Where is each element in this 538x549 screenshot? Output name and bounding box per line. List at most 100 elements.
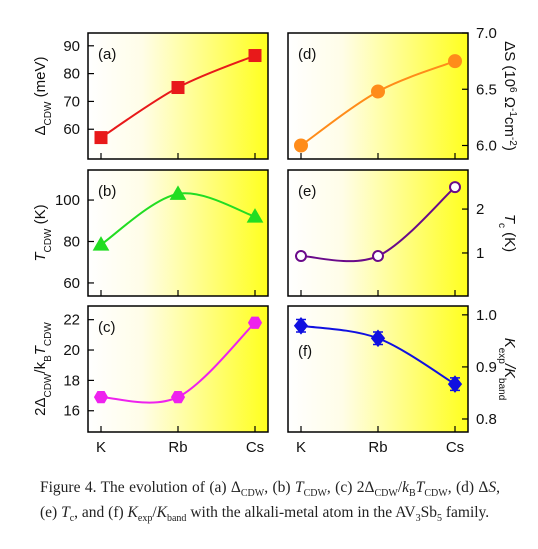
y-tick-label: 60 — [63, 275, 80, 292]
caption-run: , (d) Δ — [447, 479, 489, 496]
panel-background — [88, 306, 268, 432]
data-point — [169, 185, 187, 200]
panel-frame — [287, 305, 469, 433]
y-tick-label: 0.8 — [476, 411, 497, 428]
data-point — [246, 208, 264, 223]
label-run: B — [43, 355, 54, 362]
y-tick-label: 16 — [63, 403, 80, 420]
label-run: T — [32, 251, 49, 262]
panel-frame — [87, 32, 269, 160]
y-tick-label: 60 — [63, 121, 80, 138]
label-run: c — [497, 223, 508, 228]
label-run: (K) — [501, 228, 518, 252]
data-point — [247, 316, 263, 329]
x-tick-label: Cs — [446, 439, 464, 456]
y-tick-label: 70 — [63, 93, 80, 110]
data-point — [448, 54, 462, 69]
label-run: -2 — [508, 137, 519, 146]
caption-run: CDW — [303, 488, 327, 500]
panel-background — [288, 170, 468, 296]
y-tick-label: 20 — [63, 342, 80, 359]
caption-run: 3 — [415, 513, 421, 525]
caption-run: , and (f) — [74, 504, 128, 522]
caption-run: The evolution of (a) Δ — [96, 479, 241, 496]
caption-run: K — [156, 504, 167, 522]
caption-run: family. — [441, 504, 490, 522]
caption-run: T — [61, 504, 70, 522]
caption-run: T — [415, 479, 425, 496]
caption-run: CDW — [374, 488, 398, 500]
x-tick-label: Rb — [368, 439, 387, 456]
panel-label: (e) — [298, 183, 316, 200]
label-run: Ω — [501, 93, 518, 108]
x-tick-label: Cs — [246, 439, 264, 456]
caption-run: / — [397, 479, 403, 496]
caption-run: S — [488, 479, 497, 496]
panel-label: (c) — [98, 319, 116, 336]
y-axis-label: 2ΔCDW/kBTCDW — [32, 322, 54, 416]
data-point — [447, 375, 463, 393]
caption-run: T — [294, 479, 304, 496]
caption-run: / — [152, 504, 157, 522]
label-run: Δ — [32, 125, 49, 135]
y-tick-label: 100 — [55, 192, 80, 209]
x-tick-label: K — [96, 439, 106, 456]
label-run: ΔS (10 — [501, 41, 518, 87]
caption-run: exp — [137, 513, 153, 525]
caption-run: with the alkali-metal atom in the AV — [186, 504, 416, 522]
panel-label: (a) — [98, 46, 116, 63]
y-tick-label: 22 — [63, 312, 80, 329]
caption-run: , (c) 2Δ — [326, 479, 375, 496]
label-run: 6 — [508, 87, 519, 93]
y-tick-label: 6.5 — [476, 81, 497, 98]
y-tick-label: 80 — [63, 66, 80, 83]
label-run: T — [32, 344, 49, 355]
y-tick-label: 1.0 — [476, 307, 497, 324]
panel-label: (b) — [98, 183, 116, 200]
data-point — [371, 84, 385, 99]
panel-frame — [87, 169, 269, 297]
label-run: CDW — [43, 101, 54, 125]
y-axis-label: Kexp/Kband — [497, 338, 519, 401]
label-run: CDW — [43, 373, 54, 397]
data-point — [295, 250, 307, 263]
label-run: ) — [501, 146, 518, 151]
data-point — [170, 390, 186, 404]
caption-run: Figure 4. — [40, 479, 97, 496]
panel-background — [88, 33, 268, 159]
y-tick-label: 0.9 — [476, 359, 497, 376]
data-point — [248, 49, 262, 63]
caption-run: , (b) — [264, 479, 295, 496]
label-run: band — [497, 378, 508, 400]
panel-frame — [287, 169, 469, 297]
y-axis-label: Tc (K) — [497, 214, 519, 252]
y-axis-label: ΔCDW (meV) — [32, 57, 54, 136]
label-run: /k — [32, 361, 49, 373]
panel-frame — [87, 305, 269, 433]
label-run: cm — [501, 117, 518, 137]
label-run: exp — [497, 348, 508, 365]
label-run: CDW — [43, 228, 54, 252]
caption: Figure 4. The evolution of (a) ΔCDW, (b)… — [40, 478, 500, 528]
data-point — [370, 329, 386, 348]
caption-run: CDW — [240, 488, 265, 500]
panel-frame — [287, 32, 469, 160]
caption-run: k — [402, 479, 410, 496]
data-point — [171, 81, 185, 95]
x-tick-label: Rb — [168, 439, 187, 456]
y-tick-label: 90 — [63, 38, 80, 55]
y-tick-label: 1 — [476, 245, 484, 262]
label-run: 2Δ — [32, 397, 49, 415]
data-point — [94, 131, 108, 145]
caption-run: B — [409, 488, 416, 500]
panel-label: (f) — [298, 343, 312, 360]
label-run: /K — [501, 363, 518, 379]
caption-run: band — [166, 513, 187, 525]
caption-run: , (e) — [40, 479, 501, 522]
caption-run: 5 — [436, 513, 442, 525]
y-axis-label: ΔS (106 Ω-1cm-2) — [501, 41, 519, 151]
x-tick-label: K — [296, 439, 306, 456]
label-run: (meV) — [32, 57, 49, 102]
